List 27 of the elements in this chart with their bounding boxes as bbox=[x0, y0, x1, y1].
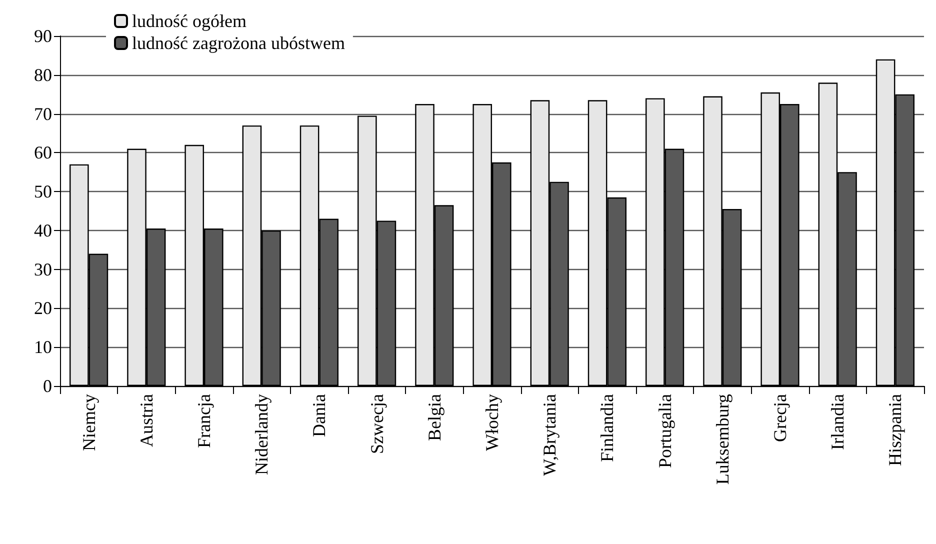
x-tick-label: Irlandia bbox=[828, 394, 848, 450]
x-tick-label: Belgia bbox=[424, 394, 444, 441]
x-tick-label: Portugalia bbox=[654, 394, 675, 468]
x-tick-label: Luksemburg bbox=[712, 394, 732, 485]
x-tick-label: Francja bbox=[194, 394, 214, 448]
y-tick-label: 90 bbox=[34, 26, 52, 46]
x-tick-label: Hiszpania bbox=[885, 394, 906, 466]
y-tick-label: 80 bbox=[34, 64, 52, 85]
y-tick-label: 50 bbox=[34, 182, 52, 202]
y-tick-label: 40 bbox=[34, 220, 52, 240]
x-tick-label: Szwecja bbox=[366, 394, 387, 454]
x-tick-label: W,Brytania bbox=[540, 394, 560, 476]
legend-label: ludność ogółem bbox=[132, 11, 246, 31]
x-tick-label: Dania bbox=[309, 394, 330, 437]
x-tick-label: Finlandia bbox=[597, 394, 618, 462]
legend-label: ludność zagrożona ubóstwem bbox=[132, 33, 345, 53]
y-tick-label: 60 bbox=[34, 142, 52, 163]
y-tick-label: 30 bbox=[34, 259, 52, 280]
y-tick-label: 0 bbox=[43, 376, 52, 396]
x-tick-label: Włochy bbox=[482, 394, 502, 451]
y-tick-label: 20 bbox=[34, 298, 52, 318]
y-tick-label: 70 bbox=[34, 104, 52, 124]
x-tick-label: Niemcy bbox=[78, 394, 99, 451]
x-tick-label: Austria bbox=[136, 394, 156, 447]
x-tick-label: Grecja bbox=[770, 394, 790, 442]
y-tick-label: 10 bbox=[34, 337, 52, 358]
x-tick-label: Niderlandy bbox=[252, 394, 272, 475]
